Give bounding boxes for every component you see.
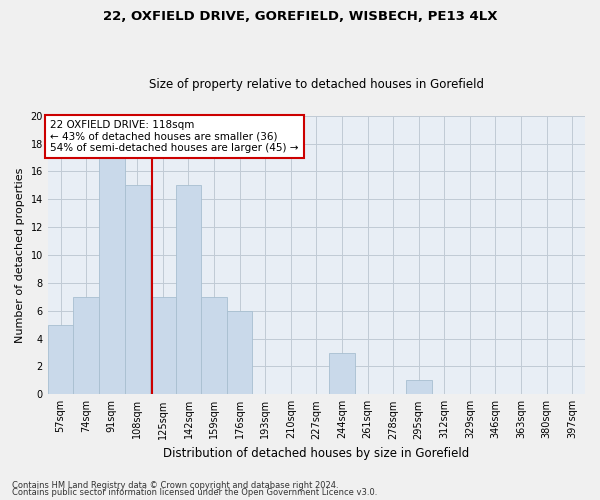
X-axis label: Distribution of detached houses by size in Gorefield: Distribution of detached houses by size … [163, 447, 470, 460]
Bar [73, 297, 99, 394]
Bar [176, 186, 201, 394]
Text: Contains HM Land Registry data © Crown copyright and database right 2024.: Contains HM Land Registry data © Crown c… [12, 480, 338, 490]
Bar [150, 297, 176, 394]
Bar [406, 380, 431, 394]
Bar [329, 352, 355, 395]
Y-axis label: Number of detached properties: Number of detached properties [15, 168, 25, 342]
Text: 22 OXFIELD DRIVE: 118sqm
← 43% of detached houses are smaller (36)
54% of semi-d: 22 OXFIELD DRIVE: 118sqm ← 43% of detach… [50, 120, 299, 153]
Bar [201, 297, 227, 394]
Bar [227, 310, 253, 394]
Bar [125, 186, 150, 394]
Bar [99, 158, 125, 394]
Title: Size of property relative to detached houses in Gorefield: Size of property relative to detached ho… [149, 78, 484, 91]
Bar [48, 324, 73, 394]
Text: 22, OXFIELD DRIVE, GOREFIELD, WISBECH, PE13 4LX: 22, OXFIELD DRIVE, GOREFIELD, WISBECH, P… [103, 10, 497, 23]
Text: Contains public sector information licensed under the Open Government Licence v3: Contains public sector information licen… [12, 488, 377, 497]
